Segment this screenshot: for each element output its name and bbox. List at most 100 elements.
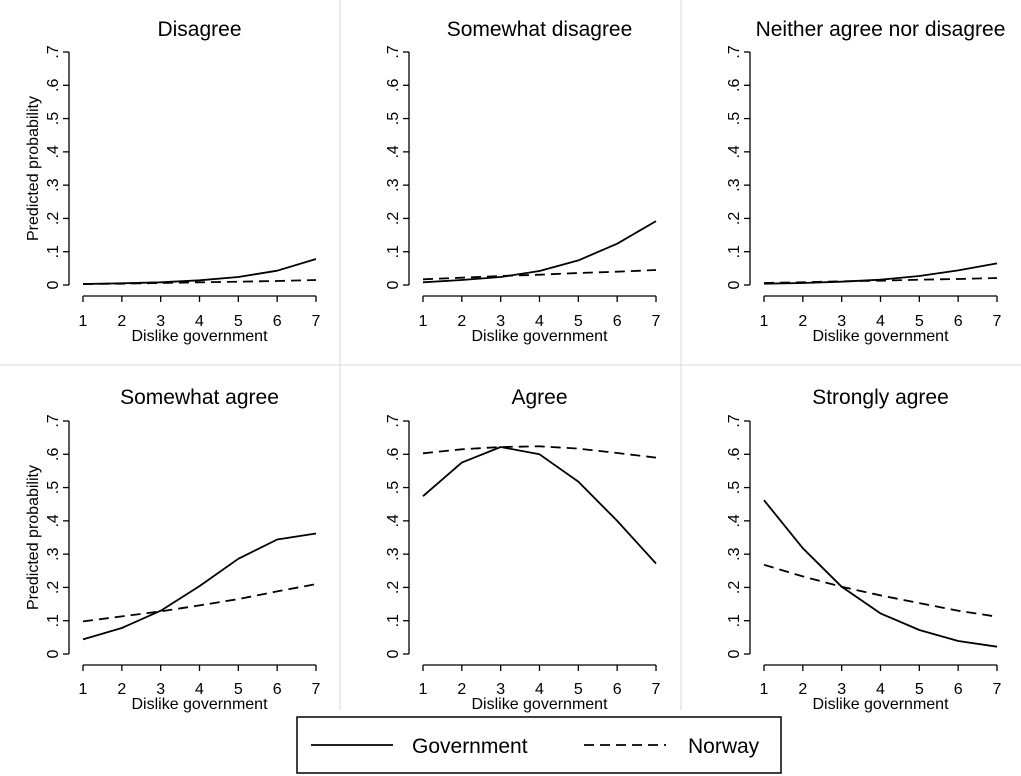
series-line-government <box>82 532 317 641</box>
y-tick-label: .6 <box>385 79 402 92</box>
x-tick-label: 1 <box>760 681 769 698</box>
x-tick-label: 1 <box>79 313 88 330</box>
y-tick-label: 0 <box>45 280 62 289</box>
x-tick-label: 2 <box>117 313 126 330</box>
y-tick-label: .5 <box>385 481 402 494</box>
x-tick-label: 2 <box>457 681 466 698</box>
y-tick-label: .7 <box>45 45 62 58</box>
x-tick-label: 3 <box>837 681 846 698</box>
x-tick-label: 6 <box>954 681 963 698</box>
y-tick-label: .4 <box>385 514 402 527</box>
x-tick-label: 2 <box>117 681 126 698</box>
panel-6: Strongly agree 0 .1 .2 .3 .4 .5 .6 .7 1 2 3 4 5 6 7 Disl… <box>726 386 1002 713</box>
x-tick-label: 7 <box>312 681 321 698</box>
legend-label-government: Government <box>412 735 528 758</box>
x-tick-label: 4 <box>195 313 204 330</box>
y-tick-label: .6 <box>45 448 62 461</box>
x-tick-label: 4 <box>535 313 544 330</box>
x-tick-label: 3 <box>496 313 505 330</box>
x-tick-label: 3 <box>156 313 165 330</box>
x-axis-title: Dislike government <box>131 696 268 713</box>
y-tick-label: .1 <box>45 245 62 258</box>
y-tick-label: .5 <box>726 481 743 494</box>
y-tick-label: .2 <box>45 581 62 594</box>
y-tick-label: .2 <box>45 212 62 225</box>
y-tick-label: 0 <box>385 280 402 289</box>
x-tick-label: 4 <box>535 681 544 698</box>
x-tick-label: 7 <box>652 681 661 698</box>
x-tick-label: 3 <box>837 313 846 330</box>
series-line-norway <box>763 277 998 284</box>
x-tick-label: 5 <box>915 313 924 330</box>
y-tick-label: .4 <box>385 145 402 158</box>
y-tick-label: .5 <box>726 112 743 125</box>
x-tick-label: 3 <box>156 681 165 698</box>
x-tick-label: 5 <box>234 681 243 698</box>
y-tick-label: .1 <box>385 614 402 627</box>
panel-2: Somewhat disagree 0 .1 .2 .3 .4 .5 .6 .7 1 2 3 4 5 6 7 D… <box>385 18 661 345</box>
x-tick-label: 1 <box>79 681 88 698</box>
x-tick-label: 4 <box>876 313 885 330</box>
x-axis-title: Dislike government <box>812 328 949 345</box>
y-tick-label: .5 <box>45 112 62 125</box>
x-tick-label: 4 <box>195 681 204 698</box>
panel-5: Agree 0 .1 .2 .3 .4 .5 .6 .7 1 2 3 4 5 6 7 Dislike gover… <box>385 386 661 713</box>
y-tick-label: .3 <box>385 547 402 560</box>
y-tick-label: .6 <box>726 448 743 461</box>
series-line-norway <box>422 269 657 281</box>
panel-title: Somewhat agree <box>120 386 279 409</box>
series-line-norway <box>422 445 657 459</box>
panel-title: Strongly agree <box>812 386 949 409</box>
panel-3: Neither agree nor disagree 0 .1 .2 .3 .4 .5 .6.… <box>726 18 1005 345</box>
y-tick-label: 0 <box>726 649 743 658</box>
y-tick-label: .3 <box>726 178 743 191</box>
series-line-government <box>763 499 998 648</box>
y-tick-label: .7 <box>45 414 62 427</box>
y-tick-label: .7 <box>726 414 743 427</box>
x-tick-label: 5 <box>574 313 583 330</box>
y-tick-label: .7 <box>385 45 402 58</box>
x-tick-label: 6 <box>273 681 282 698</box>
series-line-norway <box>763 563 998 618</box>
y-tick-label: .3 <box>385 178 402 191</box>
x-tick-label: 7 <box>993 681 1002 698</box>
x-tick-label: 6 <box>613 681 622 698</box>
y-tick-label: .4 <box>726 514 743 527</box>
series-line-norway <box>82 279 317 285</box>
x-tick-label: 2 <box>798 313 807 330</box>
x-tick-label: 5 <box>234 313 243 330</box>
y-tick-label: 0 <box>726 280 743 289</box>
y-tick-label: .2 <box>385 212 402 225</box>
y-tick-label: .7 <box>385 414 402 427</box>
x-tick-label: 2 <box>798 681 807 698</box>
x-axis-title: Dislike government <box>471 328 608 345</box>
panel-4: Somewhat agree 0 .1 .2 .3 .4 .5 .6 .7 Predicted p… <box>25 386 321 713</box>
y-tick-label: .1 <box>45 614 62 627</box>
legend-label-norway: Norway <box>688 735 760 758</box>
x-tick-label: 5 <box>915 681 924 698</box>
y-tick-label: .7 <box>726 45 743 58</box>
x-tick-label: 3 <box>496 681 505 698</box>
y-tick-label: .4 <box>45 145 62 158</box>
panel-title: Disagree <box>157 18 241 41</box>
x-tick-label: 4 <box>876 681 885 698</box>
y-tick-label: .3 <box>726 547 743 560</box>
y-tick-label: .6 <box>45 79 62 92</box>
y-tick-label: .5 <box>45 481 62 494</box>
y-tick-label: .3 <box>45 178 62 191</box>
series-line-government <box>422 446 657 565</box>
x-tick-label: 1 <box>419 681 428 698</box>
y-tick-label: .1 <box>385 245 402 258</box>
x-tick-label: 7 <box>993 313 1002 330</box>
y-tick-label: .6 <box>726 79 743 92</box>
x-axis-title: Dislike government <box>131 328 268 345</box>
series-line-government <box>422 220 657 284</box>
x-tick-label: 1 <box>419 313 428 330</box>
legend: Government Norway <box>296 716 782 774</box>
x-tick-label: 6 <box>613 313 622 330</box>
panel-title: Agree <box>511 386 567 409</box>
panel-1: Disagree 0 .1 .2 .3 .4 .5 .6 .7 Predicted probabi… <box>25 18 321 345</box>
panel-title: Somewhat disagree <box>447 18 633 41</box>
y-tick-label: .2 <box>726 581 743 594</box>
series-line-norway <box>82 583 317 623</box>
